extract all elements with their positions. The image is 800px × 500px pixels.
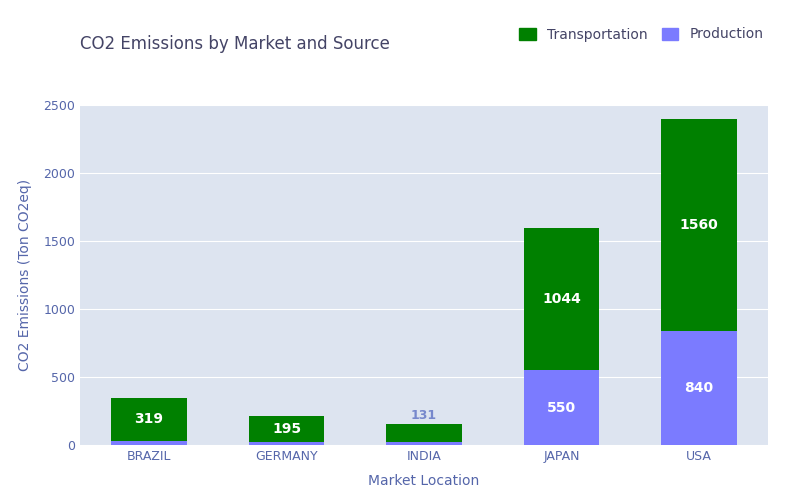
Bar xyxy=(661,118,737,331)
Bar xyxy=(524,370,599,445)
Text: CO2 Emissions by Market and Source: CO2 Emissions by Market and Source xyxy=(80,35,390,53)
Text: 840: 840 xyxy=(684,381,714,395)
Bar xyxy=(249,416,324,442)
Text: 1044: 1044 xyxy=(542,292,581,306)
Bar xyxy=(661,331,737,445)
Text: 131: 131 xyxy=(411,410,437,422)
Text: 1560: 1560 xyxy=(679,218,718,232)
Bar xyxy=(386,442,462,445)
Bar xyxy=(111,398,187,441)
Y-axis label: CO2 Emissions (Ton CO2eq): CO2 Emissions (Ton CO2eq) xyxy=(18,179,32,371)
Legend: Transportation, Production: Transportation, Production xyxy=(514,22,769,47)
Text: 550: 550 xyxy=(547,400,576,414)
Bar xyxy=(386,424,462,442)
Bar xyxy=(524,228,599,370)
Bar xyxy=(249,442,324,445)
Bar xyxy=(111,441,187,445)
X-axis label: Market Location: Market Location xyxy=(368,474,480,488)
Text: 319: 319 xyxy=(134,412,163,426)
Text: 195: 195 xyxy=(272,422,301,436)
